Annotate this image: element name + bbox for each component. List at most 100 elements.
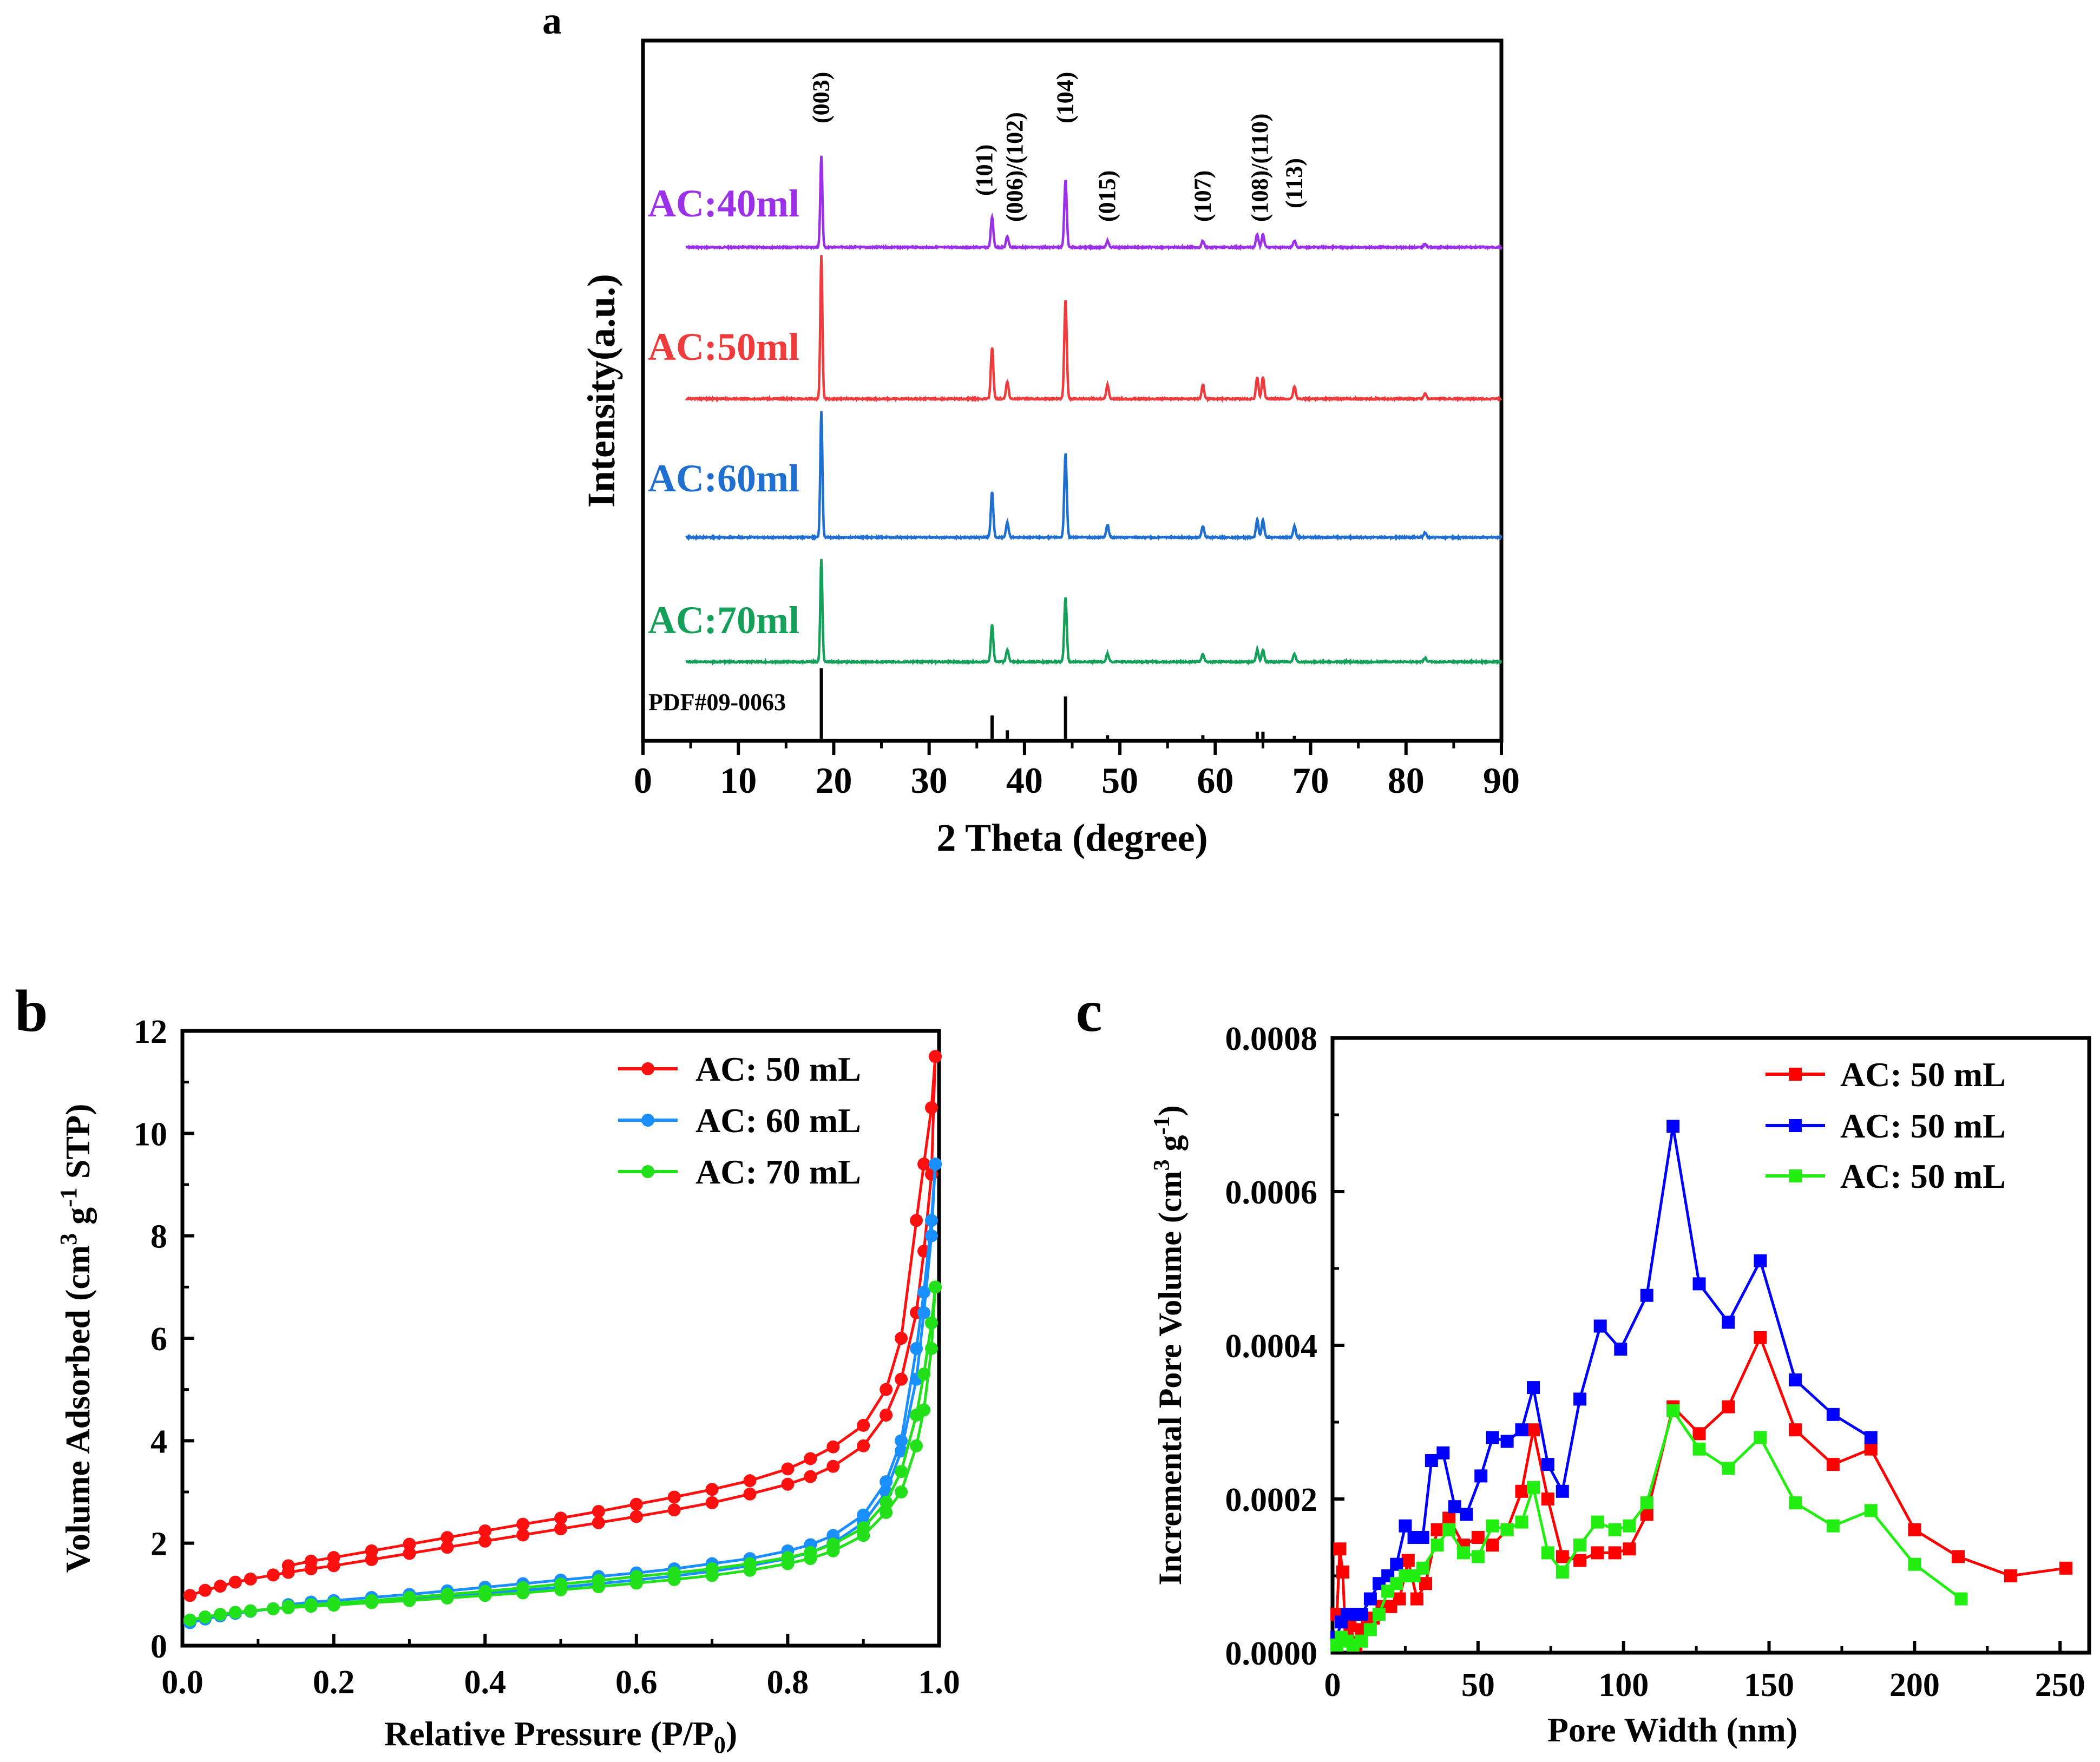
data-point <box>1692 1427 1706 1441</box>
data-point <box>781 1477 795 1491</box>
data-point <box>1722 1400 1735 1413</box>
panel-b-axes: 0.0 0.2 0.4 0.6 0.8 1.0 0 2 4 6 8 10 12 <box>134 1014 960 1701</box>
x-tick-label: 200 <box>1889 1667 1940 1704</box>
peak-annotation: (107) <box>1189 170 1216 222</box>
data-point <box>1363 1623 1377 1636</box>
data-point <box>1754 1254 1767 1267</box>
data-point <box>826 1537 840 1551</box>
data-point <box>910 1342 923 1355</box>
data-point <box>1541 1546 1554 1560</box>
panel-a-reference-sticks <box>819 668 1296 739</box>
data-point <box>1608 1523 1622 1536</box>
data-point <box>1666 1120 1680 1133</box>
data-point <box>1416 1531 1429 1544</box>
y-tick-label: 0.0002 <box>1225 1482 1318 1518</box>
series-label: AC:70ml <box>648 599 799 642</box>
data-point <box>1826 1458 1840 1471</box>
data-point <box>183 1589 196 1602</box>
data-point <box>304 1598 318 1612</box>
panel-a-xrd: a (003) (101) (006)/(102) (104) (015) (107) (1… <box>542 0 1520 859</box>
data-point <box>910 1214 923 1227</box>
data-point <box>1573 1539 1587 1552</box>
data-point <box>1788 1423 1802 1437</box>
legend-label: AC: 60 mL <box>695 1101 861 1140</box>
panel-a-peak-annotations: (003) (101) (006)/(102) (104) (015) (107) (108… <box>808 72 1308 222</box>
data-point <box>365 1594 378 1607</box>
peak-annotation: (113) <box>1281 158 1308 208</box>
data-point <box>929 1050 942 1063</box>
data-point <box>743 1474 757 1488</box>
data-point <box>1864 1431 1878 1444</box>
data-point <box>1456 1546 1470 1560</box>
data-point <box>327 1551 340 1564</box>
data-point <box>228 1606 242 1619</box>
data-point <box>266 1568 280 1582</box>
data-point <box>1393 1592 1406 1606</box>
data-point <box>1471 1550 1485 1563</box>
data-point <box>198 1583 212 1597</box>
data-point <box>667 1566 681 1580</box>
legend-marker <box>1789 1119 1802 1132</box>
data-point <box>804 1470 817 1483</box>
y-tick-label: 12 <box>134 1014 167 1050</box>
data-point <box>880 1383 893 1396</box>
data-point <box>554 1511 567 1525</box>
data-point <box>1527 1481 1540 1494</box>
data-point <box>804 1452 817 1465</box>
series-label: AC:40ml <box>648 182 799 225</box>
xrd-trace-line <box>685 558 1502 666</box>
data-point <box>281 1559 295 1573</box>
legend-label: AC: 50 mL <box>1840 1107 2006 1145</box>
legend-label: AC: 70 mL <box>695 1153 861 1191</box>
x-tick-label: 1.0 <box>918 1664 960 1701</box>
x-tick-label: 70 <box>1292 760 1329 801</box>
data-point <box>925 1214 939 1227</box>
data-point <box>1425 1454 1438 1467</box>
data-point <box>1355 1608 1368 1621</box>
x-tick-label: 0.4 <box>464 1664 506 1701</box>
data-point <box>281 1600 295 1613</box>
data-point <box>1591 1546 1604 1560</box>
data-point <box>1448 1500 1461 1514</box>
data-point <box>365 1544 378 1557</box>
panel-c-axes: 0 50 100 150 200 250 0.0000 0.0002 0.0004 0.0006 0… <box>1225 1021 2085 1704</box>
legend-label: AC: 50 mL <box>695 1050 861 1088</box>
data-point <box>629 1497 643 1511</box>
data-point <box>1486 1539 1499 1552</box>
data-point <box>554 1522 567 1536</box>
x-tick-label: 60 <box>1197 760 1233 801</box>
data-point <box>1541 1458 1554 1471</box>
data-point <box>667 1503 681 1517</box>
data-point <box>880 1409 893 1422</box>
data-point <box>895 1485 908 1498</box>
data-point <box>1864 1442 1878 1456</box>
data-point <box>917 1285 931 1299</box>
data-point <box>554 1577 567 1591</box>
y-tick-label: 0 <box>150 1628 167 1665</box>
y-tick-label: 6 <box>150 1321 167 1358</box>
data-point <box>1419 1577 1433 1590</box>
panel-c-pore-distribution: c 0 50 100 150 200 250 0.0000 0.0002 0.0004 0.000… <box>1076 978 2091 1749</box>
peak-annotation: (108)/(110) <box>1246 114 1273 222</box>
y-tick-label: 2 <box>150 1526 167 1563</box>
data-point <box>1500 1435 1514 1448</box>
x-tick-label: 50 <box>1101 760 1138 801</box>
data-point <box>183 1613 196 1627</box>
data-point <box>403 1547 416 1560</box>
data-point <box>516 1528 530 1542</box>
data-point <box>917 1158 931 1171</box>
data-point <box>1908 1523 1921 1536</box>
legend-label: AC: 50 mL <box>1840 1055 2006 1094</box>
data-point <box>1666 1404 1680 1417</box>
data-point <box>1556 1484 1569 1498</box>
data-point <box>667 1490 681 1504</box>
data-point <box>1722 1316 1735 1329</box>
x-tick-label: 0 <box>1324 1667 1341 1704</box>
data-point <box>705 1562 719 1575</box>
x-tick-label: 50 <box>1461 1667 1495 1704</box>
data-point <box>213 1608 227 1621</box>
panel-b-x-axis-title: Relative Pressure (P/P0) <box>384 1714 737 1758</box>
peak-annotation: (101) <box>971 144 997 196</box>
pore-distribution-line <box>1335 1126 1872 1638</box>
data-point <box>1416 1561 1429 1575</box>
